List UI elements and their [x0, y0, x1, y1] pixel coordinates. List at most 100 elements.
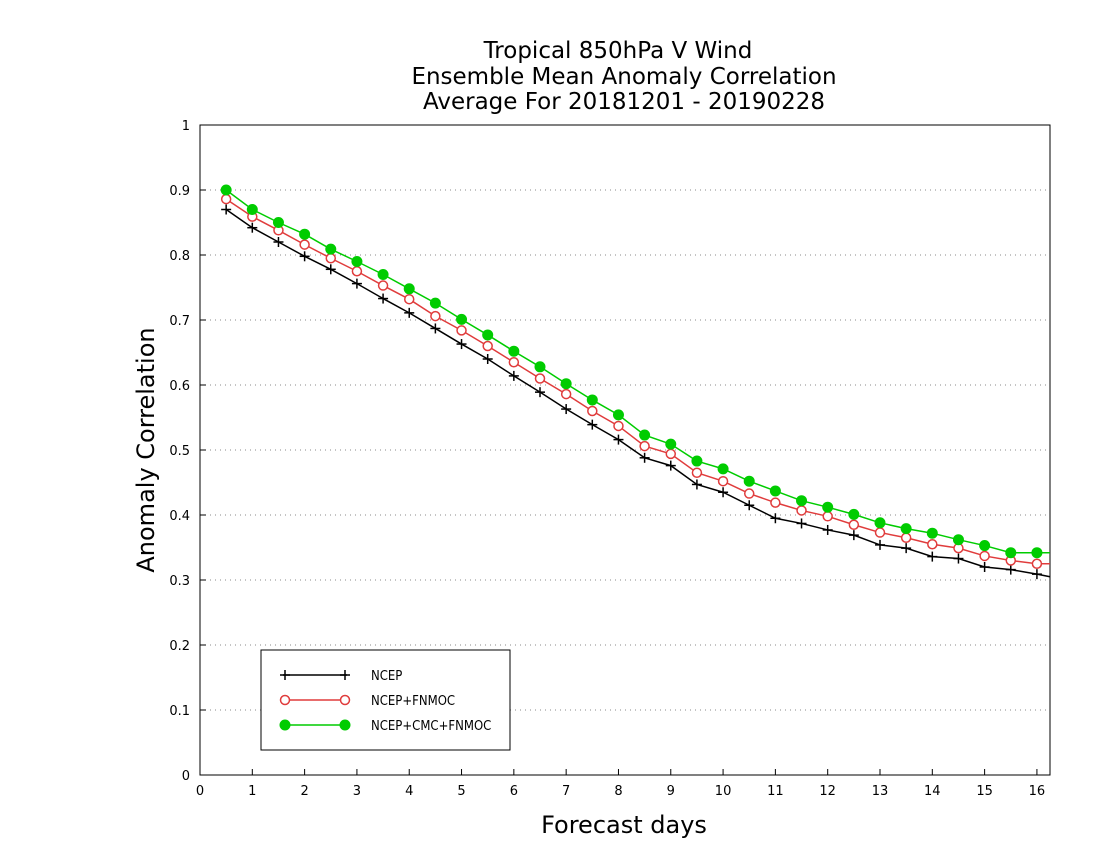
data-point: [456, 339, 467, 350]
legend-marker: [340, 670, 350, 680]
data-point: [325, 243, 337, 255]
data-point: [744, 500, 755, 511]
x-tick-label: 1: [248, 784, 256, 799]
y-tick-label: 0.1: [169, 704, 190, 719]
data-point: [822, 501, 834, 513]
title-line-2: Ensemble Mean Anomaly Correlation: [411, 64, 836, 90]
data-point: [220, 193, 232, 205]
data-point: [952, 534, 964, 546]
data-point: [822, 524, 833, 535]
data-point: [874, 527, 886, 538]
x-tick-label: 8: [614, 784, 622, 799]
data-point: [796, 495, 808, 507]
data-point: [377, 280, 389, 291]
y-tick-label: 0.7: [169, 314, 190, 329]
data-point: [770, 513, 781, 524]
data-point: [874, 517, 886, 529]
data-point: [429, 297, 441, 309]
x-tick-label: 3: [353, 784, 361, 799]
x-tick-label: 12: [819, 784, 836, 799]
y-tick-label: 0.3: [169, 574, 190, 589]
title-line-3: Average For 20181201 - 20190228: [423, 89, 825, 115]
data-point: [1005, 547, 1017, 559]
data-point: [665, 438, 677, 450]
data-point: [901, 543, 912, 554]
data-point: [848, 508, 860, 520]
y-tick-label: 0.5: [169, 444, 190, 459]
data-point: [769, 485, 781, 497]
legend-label: NCEP: [371, 669, 402, 684]
data-point: [586, 394, 598, 406]
data-point: [796, 505, 807, 516]
x-tick-label: 10: [715, 784, 732, 799]
data-point: [534, 361, 546, 373]
data-point: [403, 293, 415, 305]
data-point: [221, 204, 232, 215]
title-line-1: Tropical 850hPa V Wind: [483, 38, 753, 64]
data-point: [900, 532, 912, 543]
data-point: [1031, 569, 1042, 580]
legend-item: NCEP: [280, 669, 402, 684]
data-point: [351, 266, 363, 277]
data-point: [926, 527, 938, 539]
data-point: [691, 479, 702, 490]
x-axis-label: Forecast days: [541, 811, 707, 839]
data-point: [743, 475, 755, 487]
data-point: [717, 475, 729, 487]
legend-marker: [280, 670, 290, 680]
series-line: [225, 208, 1051, 578]
data-point: [508, 357, 520, 368]
data-point: [612, 409, 624, 421]
data-point: [587, 419, 598, 430]
data-point: [482, 354, 493, 364]
legend-marker: [339, 719, 351, 731]
data-point: [848, 530, 859, 541]
data-point: [665, 448, 677, 460]
grid-lines: [200, 189, 1050, 711]
data-point: [691, 467, 703, 478]
data-point: [247, 222, 258, 233]
data-point: [377, 269, 389, 280]
y-axis-label: Anomaly Correlation: [132, 327, 160, 572]
data-point: [273, 237, 284, 247]
data-point: [639, 440, 650, 452]
data-point: [560, 378, 572, 390]
data-point: [482, 329, 494, 341]
data-point: [325, 264, 336, 275]
data-point: [430, 323, 441, 334]
data-point: [325, 253, 337, 264]
legend-item: NCEP+CMC+FNMOC: [279, 719, 491, 734]
y-tick-label: 0: [182, 769, 190, 784]
data-point: [979, 550, 990, 562]
data-point: [796, 518, 807, 529]
y-tick-label: 0.6: [169, 379, 190, 394]
data-point: [299, 251, 310, 262]
data-point: [246, 204, 258, 215]
series-line: [225, 189, 1050, 554]
data-point: [822, 511, 833, 522]
x-tick-label: 15: [976, 784, 993, 799]
data-point: [953, 553, 964, 564]
data-point: [848, 519, 860, 530]
y-tick-label: 0.8: [169, 249, 190, 264]
y-tick-label: 0.9: [169, 184, 190, 199]
data-point: [979, 562, 990, 572]
data-point: [613, 434, 624, 445]
data-point: [482, 340, 493, 352]
data-point: [1031, 547, 1043, 559]
y-tick-label: 0.2: [169, 639, 190, 654]
series-1: [221, 204, 1051, 580]
data-point: [220, 184, 232, 196]
x-tick-label: 6: [510, 784, 518, 799]
data-point: [1005, 564, 1016, 575]
legend-marker: [279, 694, 291, 706]
data-point: [535, 387, 545, 398]
series-2: [220, 193, 1050, 569]
legend-label: NCEP+CMC+FNMOC: [371, 719, 491, 734]
data-point: [927, 551, 938, 562]
data-point: [272, 217, 284, 228]
x-tick-label: 9: [667, 784, 675, 799]
data-point: [979, 540, 991, 552]
legend: NCEP NCEP+FNMOC NCEP+CMC+FNMOC: [260, 649, 511, 751]
